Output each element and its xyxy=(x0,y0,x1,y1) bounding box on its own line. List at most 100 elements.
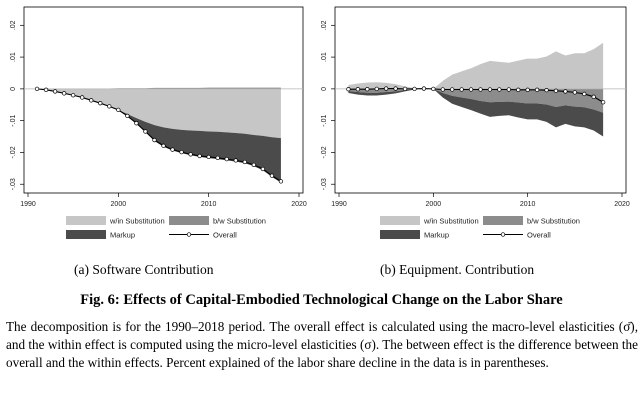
panel-a-legend-swatch xyxy=(66,216,106,225)
panel-a-overall-point xyxy=(43,87,49,92)
panel-b-legend-marker xyxy=(500,232,506,237)
panel-a-overall-point xyxy=(188,152,193,157)
panel-a-overall-point xyxy=(52,89,58,94)
panel-b-overall-point xyxy=(412,86,417,92)
panel-b-markup-area-neg xyxy=(348,88,604,137)
panel-b-overall-point xyxy=(374,86,379,92)
panel-a-overall-point xyxy=(215,155,220,161)
figure-panels: 1990 2000 2010 2020 .02 .01 0 -.01 -.02 -.03 w/in … xyxy=(10,6,630,240)
panel-a-legend-label: Overall xyxy=(213,231,237,240)
panel-a-overall-point xyxy=(34,86,40,92)
panel-b-y-tick-label: .01 xyxy=(321,52,328,62)
panel-a-overall-point xyxy=(152,137,157,143)
panel-b-y-tick-label: .02 xyxy=(321,20,328,30)
panel-a-overall-point xyxy=(134,121,139,126)
panel-b-overall-point xyxy=(600,100,606,105)
panel-a-overall-point xyxy=(278,179,284,184)
panel-a-overall-point xyxy=(80,95,85,100)
panel-a-overall-point xyxy=(107,104,112,109)
panel-a-legend-label: Markup xyxy=(110,231,135,240)
panel-b-overall-point xyxy=(553,88,559,93)
panel-a-legend-swatch xyxy=(66,230,106,239)
panel-b-overall-point xyxy=(355,87,361,92)
panel-b-overall-point xyxy=(478,87,483,92)
panel-b-overall-point xyxy=(544,87,549,93)
panel-a-overall-point xyxy=(143,129,148,134)
panel-b-overall-point xyxy=(450,87,455,92)
panel-b-overall-point xyxy=(591,94,596,99)
panel-a-overall-point xyxy=(116,107,121,113)
panel-b-chart: 1990 2000 2010 2020 .02 .01 0 -.01 -.02 -.03 w/in … xyxy=(321,6,630,240)
panel-b-legend-swatch xyxy=(380,216,420,225)
panel-a-caption: (a) Software Contribution xyxy=(74,262,214,277)
panel-b-y-tick-label: -.01 xyxy=(321,115,328,127)
panel-b-x-tick-label: 2000 xyxy=(426,201,442,208)
panel-b-overall-point xyxy=(421,86,427,91)
panel-a-overall-point xyxy=(206,154,211,160)
panel-a-x-tick-label: 2000 xyxy=(111,201,127,208)
panel-b-overall-point xyxy=(497,87,502,92)
panel-b-overall-point xyxy=(440,87,445,92)
panel-b-within-area-pos xyxy=(348,42,604,89)
panel-b-overall-point xyxy=(384,86,389,91)
panel-b-y-tick-label: 0 xyxy=(321,87,328,91)
panel-b-y-tick-label: -.02 xyxy=(321,146,328,158)
panel-a-overall-point xyxy=(98,101,103,106)
panel-b-overall-point xyxy=(516,87,521,92)
panel-b-legend-swatch xyxy=(483,216,523,225)
panel-b-legend-label: Overall xyxy=(527,231,551,240)
figure-note: The decomposition is for the 1990–2018 p… xyxy=(6,319,638,370)
panel-a-overall-point xyxy=(197,153,202,159)
panel-a-y-tick-label: -.02 xyxy=(10,146,17,158)
panel-a-overall-line xyxy=(36,88,282,182)
panel-b-overall-point xyxy=(572,90,577,95)
panel-a-y-tick-label: 0 xyxy=(10,87,17,91)
panel-a-overall-point xyxy=(179,149,184,155)
panel-b-overall-point xyxy=(365,87,370,92)
panel-a-overall-point xyxy=(260,166,266,172)
panel-b-legend-label: Markup xyxy=(424,231,449,240)
panel-a-within-area-neg xyxy=(37,88,281,139)
panel-b-overall-point xyxy=(402,86,408,92)
panel-a-x-tick-label: 1990 xyxy=(20,201,36,208)
panel-a-x-tick-label: 2010 xyxy=(201,201,217,208)
panel-b-overall-point xyxy=(582,91,587,97)
panel-a-x-tick-label: 2020 xyxy=(291,201,307,208)
panel-b-caption: (b) Equipment. Contribution xyxy=(380,262,535,277)
panel-a-overall-point xyxy=(224,156,229,162)
panel-b-overall-point xyxy=(468,87,474,92)
panel-a-overall-point xyxy=(71,93,76,98)
panel-a-overall-point xyxy=(89,98,94,103)
panel-a-legend-label: w/in Substitution xyxy=(109,217,165,226)
panel-b-overall-point xyxy=(393,86,398,91)
panel-b-between-area-neg xyxy=(348,88,604,113)
panel-b-overall-point xyxy=(563,89,568,94)
panel-a-overall-point xyxy=(161,143,166,148)
panel-a-legend-label: b/w Substitution xyxy=(213,217,266,226)
panel-a-y-tick-label: .01 xyxy=(10,52,17,62)
panel-b-overall-point xyxy=(487,87,493,92)
panel-a-y-tick-label: -.03 xyxy=(10,178,17,190)
panel-b-overall-point xyxy=(506,87,511,92)
panel-b-overall-point xyxy=(525,87,530,92)
figure-title: Fig. 6: Effects of Capital-Embodied Tech… xyxy=(80,292,563,308)
panel-b-overall-point xyxy=(534,87,540,92)
panel-a-markup-area-neg xyxy=(37,88,281,183)
panel-b-x-tick-label: 2020 xyxy=(614,201,630,208)
panel-a-legend-swatch xyxy=(169,216,209,225)
panel-b-legend-label: w/in Substitution xyxy=(423,217,479,226)
panel-b-legend-label: b/w Substitution xyxy=(527,217,580,226)
panel-a-y-tick-label: .02 xyxy=(10,20,17,30)
panel-a-overall-point xyxy=(61,91,67,96)
panel-a-overall-point xyxy=(125,113,130,119)
panel-b-legend-swatch xyxy=(380,230,420,239)
panel-b-overall-point xyxy=(431,86,436,92)
panel-a-legend-marker xyxy=(186,232,192,237)
panel-a-overall-point xyxy=(242,159,247,165)
panel-b-x-tick-label: 2010 xyxy=(520,201,536,208)
panel-b-x-tick-label: 1990 xyxy=(331,201,347,208)
panel-b-overall-line xyxy=(348,88,604,103)
panel-a-overall-point xyxy=(269,173,275,178)
panel-b-y-tick-label: -.03 xyxy=(321,178,328,190)
panel-a-y-tick-label: -.01 xyxy=(10,115,17,127)
